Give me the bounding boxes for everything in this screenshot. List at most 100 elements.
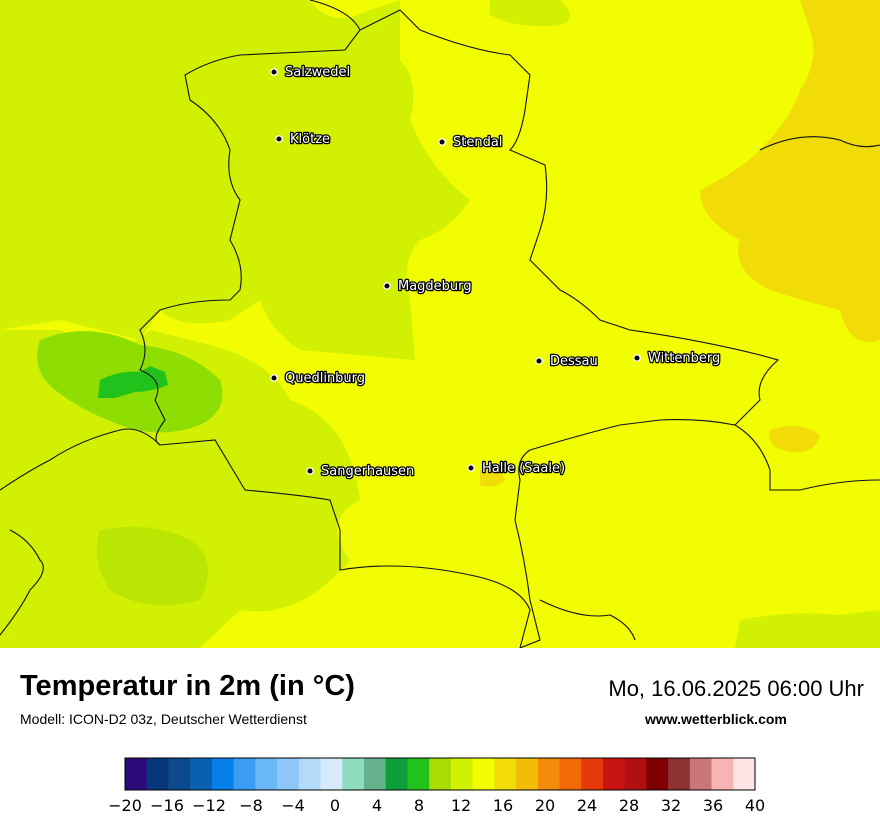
legend-frame	[124, 757, 756, 791]
city-label-halo: Halle (Saale)	[482, 461, 565, 476]
legend-swatch	[537, 758, 560, 790]
city-label-halo: Wittenberg	[648, 351, 720, 366]
website-link[interactable]: www.wetterblick.com	[645, 711, 787, 727]
legend-swatch	[407, 758, 430, 790]
city-label: Sangerhausen	[321, 464, 414, 479]
map-title: Temperatur in 2m (in °C)	[20, 670, 355, 702]
city-dot	[535, 357, 543, 365]
legend-tick-label: 24	[577, 796, 597, 815]
legend-swatch	[320, 758, 343, 790]
legend-swatch	[277, 758, 300, 790]
brocken-cold-spot	[98, 366, 168, 398]
cool-patch-south-east	[735, 610, 880, 648]
legend-swatch	[363, 758, 387, 790]
legend-tick-label: −4	[281, 796, 305, 815]
legend-swatch	[429, 758, 452, 790]
city-label: Klötze	[290, 132, 330, 147]
legend-scale: −20 −16 −12 −8 −4 0 4 8 12 16 20 24 28 32 36 40	[108, 757, 765, 815]
legend-tick-label: 32	[661, 796, 681, 815]
legend-swatch	[494, 758, 517, 790]
city-label-halo: Sangerhausen	[321, 464, 414, 479]
city-dot	[467, 464, 475, 472]
legend-swatch	[472, 758, 495, 790]
legend-swatch	[668, 758, 691, 790]
city-halle-saale: Halle (Saale)Halle (Saale)	[467, 460, 566, 477]
cool-patch-north-east	[490, 0, 570, 27]
city-dot	[383, 282, 391, 290]
city-dot	[306, 467, 314, 475]
legend-swatch	[689, 758, 712, 790]
legend-swatch	[646, 758, 669, 790]
legend-tick-label: 12	[451, 796, 471, 815]
temperature-map[interactable]: Salzwedel Salzwedel Klötze Klötze Stendal Ste…	[0, 0, 880, 648]
legend-swatch	[385, 758, 408, 790]
warm-patch-south-east	[769, 426, 820, 453]
legend-tick-label: −16	[150, 796, 184, 815]
legend-tick-label: 28	[619, 796, 639, 815]
legend-swatch	[559, 758, 582, 790]
city-dot	[270, 374, 278, 382]
legend-tick-label: −12	[192, 796, 226, 815]
legend-swatch	[342, 758, 365, 790]
legend-swatch	[516, 758, 539, 790]
legend-swatch	[146, 758, 169, 790]
state-border-south-west	[0, 529, 44, 636]
state-border-west	[139, 0, 531, 648]
legend-swatch	[190, 758, 213, 790]
legend-swatch	[733, 758, 756, 790]
legend-swatch	[450, 758, 473, 790]
valid-time: Mo, 16.06.2025 06:00 Uhr	[608, 676, 864, 701]
legend-tick-label: 0	[330, 796, 340, 815]
legend-swatch	[255, 758, 278, 790]
city-label-halo: Klötze	[290, 132, 330, 147]
legend-tick-label: 20	[535, 796, 555, 815]
city-dot	[438, 138, 446, 146]
legend-tick-label: −20	[108, 796, 142, 815]
cooler-field-north	[0, 0, 470, 360]
city-label-halo: Dessau	[550, 354, 598, 369]
city-label-halo: Magdeburg	[398, 279, 472, 294]
state-border-east	[359, 9, 880, 491]
city-label-halo: Quedlinburg	[285, 371, 365, 386]
legend-tick-label: −8	[239, 796, 263, 815]
city-label: Dessau	[550, 354, 598, 369]
legend-swatch	[602, 758, 626, 790]
city-label-halo: Salzwedel	[285, 65, 350, 80]
model-source: Modell: ICON-D2 03z, Deutscher Wetterdie…	[20, 711, 307, 727]
legend-swatch	[211, 758, 235, 790]
warm-patch-halle	[480, 468, 505, 487]
city-dot	[270, 68, 278, 76]
state-border-south	[514, 419, 736, 648]
legend-tick-label: 16	[493, 796, 513, 815]
cool-patch-salzwedel	[227, 40, 300, 113]
city-dot	[633, 354, 641, 362]
city-label: Magdeburg	[398, 279, 472, 294]
city-label: Halle (Saale)	[482, 461, 565, 476]
legend-swatch	[298, 758, 321, 790]
state-border-brandenburg	[759, 136, 880, 151]
city-label: Wittenberg	[648, 351, 720, 366]
cool-patch-south	[96, 526, 208, 606]
warm-field-east	[700, 0, 880, 342]
legend-tick-label: 8	[414, 796, 424, 815]
legend-tick-label: 40	[745, 796, 765, 815]
city-label-halo: Stendal	[453, 135, 502, 150]
city-dot	[275, 135, 283, 143]
legend-swatch	[581, 758, 604, 790]
city-label: Salzwedel	[285, 65, 350, 80]
legend-tick-label: 4	[372, 796, 382, 815]
legend-swatch	[125, 758, 148, 790]
temperature-legend: −20 −16 −12 −8 −4 0 4 8 12 16 20 24 28 32 36 40	[100, 754, 780, 824]
state-border-saxony	[539, 599, 636, 641]
legend-swatch	[233, 758, 256, 790]
